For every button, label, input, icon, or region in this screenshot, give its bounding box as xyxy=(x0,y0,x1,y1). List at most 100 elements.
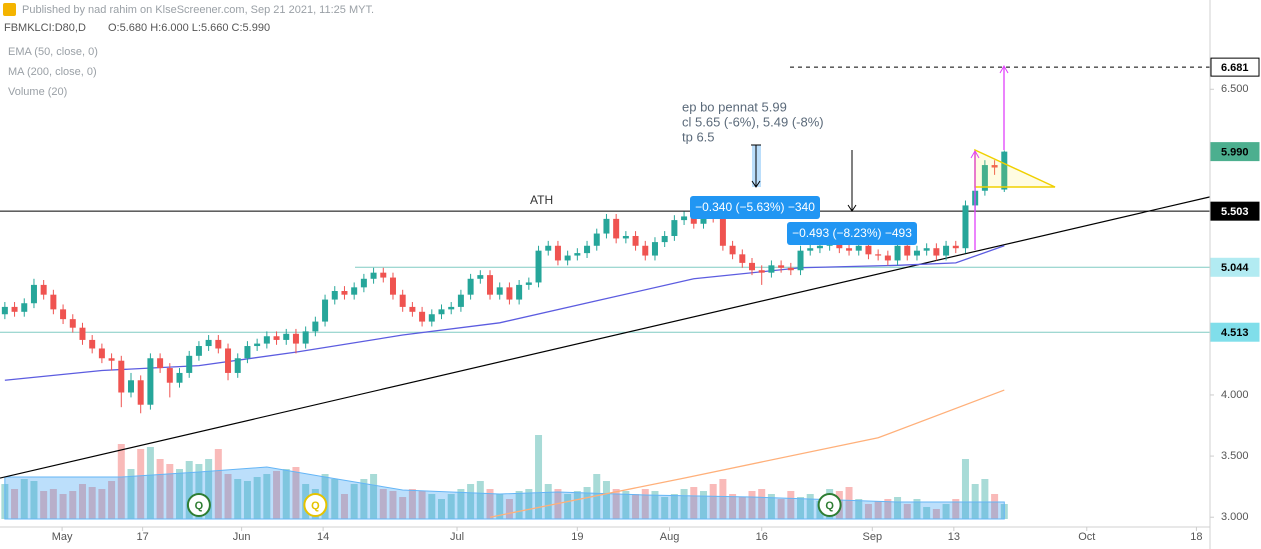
y-tick-label: 4.000 xyxy=(1221,389,1249,401)
candle-body xyxy=(846,248,853,251)
candle-body xyxy=(943,245,950,256)
candle-body xyxy=(127,380,134,393)
annotation: tp 6.5 xyxy=(682,129,715,144)
candle-body xyxy=(496,287,503,295)
candle-body xyxy=(661,235,668,243)
volume-bar xyxy=(185,461,193,519)
arrow xyxy=(999,64,1009,74)
candle-body xyxy=(758,270,765,273)
candle-body xyxy=(865,245,872,255)
ohlc: O:5.680 H:6.000 L:5.660 C:5.990 xyxy=(108,22,270,34)
candle-body xyxy=(933,248,940,256)
candle-body xyxy=(739,254,746,263)
candle-body xyxy=(729,245,736,255)
candle-body xyxy=(554,245,561,261)
measure-label: −0.340 (−5.63%) −340 xyxy=(695,200,815,214)
volume-bar xyxy=(777,499,785,519)
volume-bar xyxy=(108,481,116,519)
volume-bar xyxy=(845,487,853,519)
volume-bar xyxy=(651,491,659,519)
candle-body xyxy=(535,250,542,283)
candle-body xyxy=(273,336,280,340)
event-icon xyxy=(817,493,842,517)
volume-bar xyxy=(913,499,921,519)
volume-bar xyxy=(729,494,737,519)
candle-body xyxy=(593,233,600,246)
x-tick-label: May xyxy=(52,531,73,543)
candle-body xyxy=(40,284,47,295)
candle-body xyxy=(719,217,726,246)
event-icon xyxy=(186,493,211,517)
volume-bar xyxy=(748,491,756,519)
candle-body xyxy=(108,358,115,361)
volume-bar xyxy=(767,494,775,519)
volume-bar xyxy=(632,494,640,519)
volume-bar xyxy=(806,494,814,519)
volume-bar xyxy=(408,489,416,519)
event-label: Q xyxy=(195,500,204,512)
candle-body xyxy=(778,265,785,268)
candle-body xyxy=(205,339,212,347)
candle-body xyxy=(622,235,629,239)
candle-body xyxy=(419,311,426,322)
volume-bar xyxy=(864,504,872,519)
candle-body xyxy=(380,272,387,278)
candle-body xyxy=(525,282,532,285)
volume-bar xyxy=(894,497,902,519)
candle-body xyxy=(254,343,261,347)
volume-bar xyxy=(467,484,475,519)
indicator-label: MA (200, close, 0) xyxy=(8,66,97,78)
candle-body xyxy=(234,358,241,373)
volume-bar xyxy=(340,494,348,519)
y-tick-label: 3.000 xyxy=(1221,511,1249,523)
trendline xyxy=(0,196,1211,479)
price-label-box xyxy=(1210,322,1260,342)
volume-bar xyxy=(137,449,145,519)
candle-body xyxy=(991,165,998,168)
volume-bar xyxy=(602,481,610,519)
volume-bar xyxy=(69,491,77,519)
candle-body xyxy=(176,372,183,383)
measure-label: −0.493 (−8.23%) −493 xyxy=(792,226,912,240)
candle-body xyxy=(768,265,775,273)
indicator-line xyxy=(4,245,1005,381)
candle-body xyxy=(836,243,843,249)
candle-body xyxy=(11,306,18,312)
volume-bar xyxy=(874,501,882,519)
volume-bar xyxy=(127,469,135,519)
measure-box xyxy=(787,222,917,245)
volume-bar xyxy=(49,489,57,519)
candle-body xyxy=(147,358,154,405)
volume-bar xyxy=(263,474,271,519)
candle-body xyxy=(389,277,396,295)
candle-body xyxy=(331,291,338,300)
candle-body xyxy=(225,348,232,373)
candle-body xyxy=(89,339,96,349)
annotation: ep bo pennat 5.99 xyxy=(682,99,787,114)
volume-bar xyxy=(11,489,19,519)
candle-body xyxy=(360,278,367,288)
volume-bar xyxy=(884,499,892,519)
price-label: 6.681 xyxy=(1221,62,1249,74)
volume-bar xyxy=(195,464,203,519)
candle-body xyxy=(651,242,658,256)
volume-bar xyxy=(535,435,543,519)
candle-body xyxy=(30,284,37,304)
candle-body xyxy=(1,306,8,315)
volume-bar xyxy=(797,497,805,519)
x-tick-label: Jul xyxy=(450,531,464,543)
event-label: Q xyxy=(825,500,834,512)
candle-body xyxy=(545,245,552,251)
volume-bar xyxy=(20,479,28,519)
candle-body xyxy=(98,348,105,359)
candle-body xyxy=(467,278,474,295)
candle-body xyxy=(797,250,804,271)
candle-body xyxy=(487,275,494,295)
volume-bar xyxy=(389,491,397,519)
candle-body xyxy=(574,253,581,256)
volume-bar xyxy=(253,477,261,519)
volume-bar xyxy=(573,491,581,519)
price-label-box xyxy=(1210,257,1260,277)
candle-body xyxy=(312,321,319,332)
candle-body xyxy=(923,248,930,251)
